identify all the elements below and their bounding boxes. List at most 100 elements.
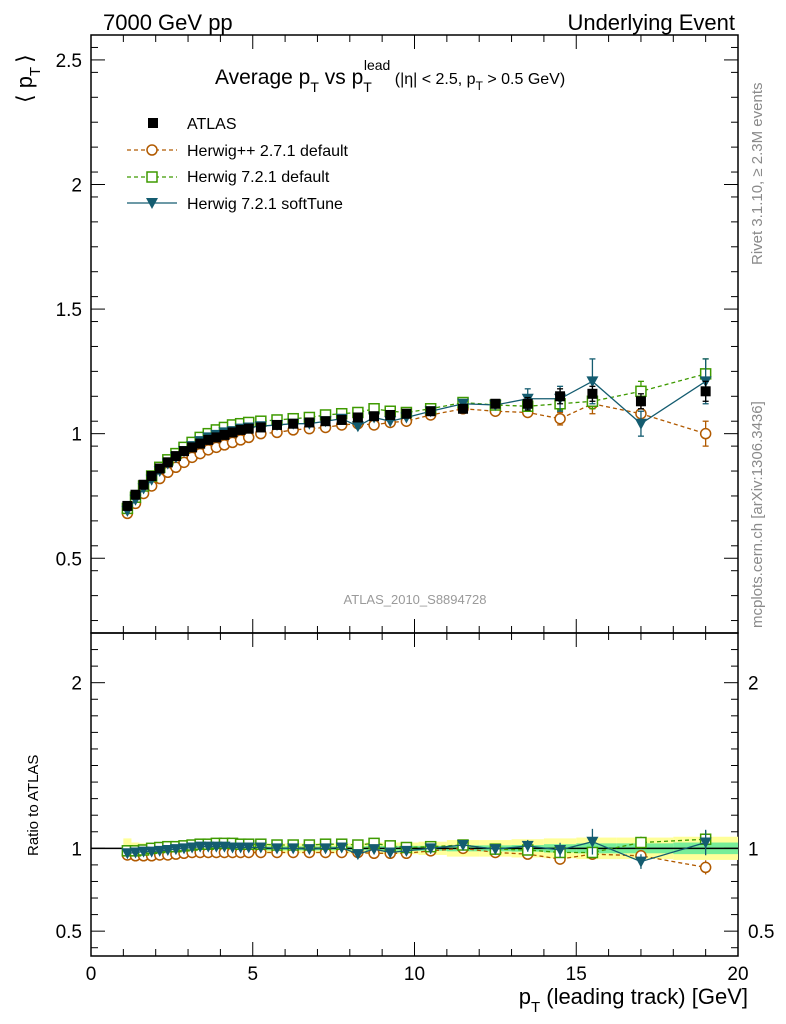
main-title: Average pT vs pTlead (|η| < 2.5, pT > 0.… — [215, 57, 565, 95]
point-atlas — [304, 417, 315, 428]
point-atlas — [635, 396, 646, 407]
ratio-point-softtune — [226, 842, 239, 854]
ratio-point-softtune — [129, 847, 142, 859]
legend-marker-softtune — [146, 198, 158, 209]
point-atlas — [700, 386, 711, 397]
ratio-panel-frame — [90, 632, 739, 957]
main-y-label: ⟨ pT⟩ — [12, 54, 44, 103]
point-atlas — [555, 391, 566, 402]
ratio-point-softtune — [169, 844, 182, 856]
ratio-point-herwigpp — [699, 861, 712, 874]
ratio-point-softtune — [319, 843, 332, 855]
point-atlas — [243, 423, 254, 434]
point-atlas — [458, 403, 469, 414]
legend-label-herwig721: Herwig 7.2.1 default — [187, 169, 330, 186]
point-atlas — [187, 442, 198, 453]
point-atlas — [235, 424, 246, 435]
point-atlas — [154, 463, 165, 474]
ratio-ytick-label-right: 0.5 — [748, 922, 774, 943]
ratio-ytick-label-right: 1 — [748, 839, 759, 860]
point-atlas — [401, 408, 412, 419]
ratio-line-softtune — [127, 841, 706, 863]
ratio-point-softtune — [521, 840, 534, 852]
point-atlas — [203, 434, 214, 445]
legend-marker-herwig721 — [146, 171, 158, 183]
ratio-point-herwig721 — [635, 836, 647, 849]
main-ytick-label: 2 — [71, 176, 82, 197]
ratio-point-softtune — [351, 849, 364, 861]
legend-label-softtune: Herwig 7.2.1 softTune — [187, 196, 343, 213]
ratio-point-softtune — [335, 842, 348, 854]
ratio-series-group — [121, 828, 712, 875]
ratio-ytick-label: 0.5 — [56, 922, 82, 943]
ratio-point-softtune — [554, 844, 567, 856]
analysis-watermark: ATLAS_2010_S8894728 — [344, 592, 487, 607]
point-herwigpp — [699, 427, 712, 440]
mcplots-label: mcplots.cern.ch [arXiv:1306.3436] — [749, 401, 766, 628]
point-softtune — [634, 418, 647, 430]
main-axis-ticks: 0.5 1 1.5 2 2.5 — [56, 35, 739, 633]
ratio-point-softtune — [368, 844, 381, 856]
point-atlas — [122, 500, 133, 511]
ratio-point-softtune — [234, 842, 247, 854]
point-atlas — [170, 451, 181, 462]
ratio-point-softtune — [186, 842, 199, 854]
ratio-series-softtune — [121, 828, 712, 869]
point-herwigpp — [554, 412, 566, 425]
point-atlas — [490, 398, 501, 409]
ratio-axis-ticks: 0.5 0.51 12 20 5 10 15 20 — [56, 633, 774, 985]
point-atlas — [162, 457, 173, 468]
point-atlas — [227, 427, 238, 438]
point-atlas — [336, 414, 347, 425]
ratio-point-softtune — [699, 837, 712, 849]
point-atlas — [522, 398, 533, 409]
main-series-herwigpp — [121, 393, 712, 520]
ratio-point-softtune — [137, 846, 150, 858]
point-atlas — [219, 429, 230, 440]
ratio-point-herwig721 — [352, 839, 364, 851]
point-atlas — [138, 479, 149, 490]
point-atlas — [352, 412, 363, 423]
ratio-ytick-label: 1 — [71, 839, 82, 860]
ratio-point-softtune — [287, 843, 300, 855]
point-softtune — [351, 421, 364, 433]
point-atlas — [320, 416, 331, 427]
x-tick-label: 10 — [404, 964, 425, 985]
point-atlas — [369, 411, 380, 422]
ratio-point-softtune — [194, 841, 207, 853]
ratio-point-softtune — [254, 842, 267, 854]
point-atlas — [425, 406, 436, 417]
ratio-point-softtune — [242, 842, 255, 854]
point-atlas — [385, 409, 396, 420]
main-ytick-label: 1 — [71, 425, 82, 446]
ratio-point-softtune — [178, 843, 191, 855]
ratio-point-softtune — [634, 856, 647, 868]
point-atlas — [272, 419, 283, 430]
point-atlas — [255, 422, 266, 433]
x-axis-label: pT (leading track) [GeV] — [519, 984, 748, 1016]
main-line-herwigpp — [126, 403, 706, 514]
legend-label-herwigpp: Herwig++ 2.7.1 default — [187, 143, 349, 160]
ratio-point-softtune — [121, 848, 134, 860]
ratio-point-softtune — [271, 843, 284, 855]
ratio-ytick-label-right: 2 — [748, 674, 759, 695]
ratio-point-softtune — [210, 841, 223, 853]
ratio-point-softtune — [145, 846, 158, 858]
main-ytick-label: 1.5 — [56, 300, 82, 321]
point-atlas — [146, 471, 157, 482]
x-tick-label: 15 — [566, 964, 587, 985]
ratio-ytick-label: 2 — [71, 674, 82, 695]
main-series-group — [121, 358, 712, 520]
x-tick-label: 20 — [727, 964, 748, 985]
main-ytick-label: 0.5 — [56, 549, 82, 570]
ratio-y-label: Ratio to ATLAS — [25, 755, 42, 856]
ratio-point-softtune — [384, 847, 397, 859]
ratio-point-softtune — [218, 841, 231, 853]
point-atlas — [179, 446, 190, 457]
main-ytick-label: 2.5 — [56, 51, 82, 72]
header-right: Underlying Event — [567, 10, 735, 35]
ratio-point-softtune — [161, 844, 174, 856]
ratio-point-softtune — [202, 841, 215, 853]
legend-marker-atlas — [148, 118, 158, 128]
